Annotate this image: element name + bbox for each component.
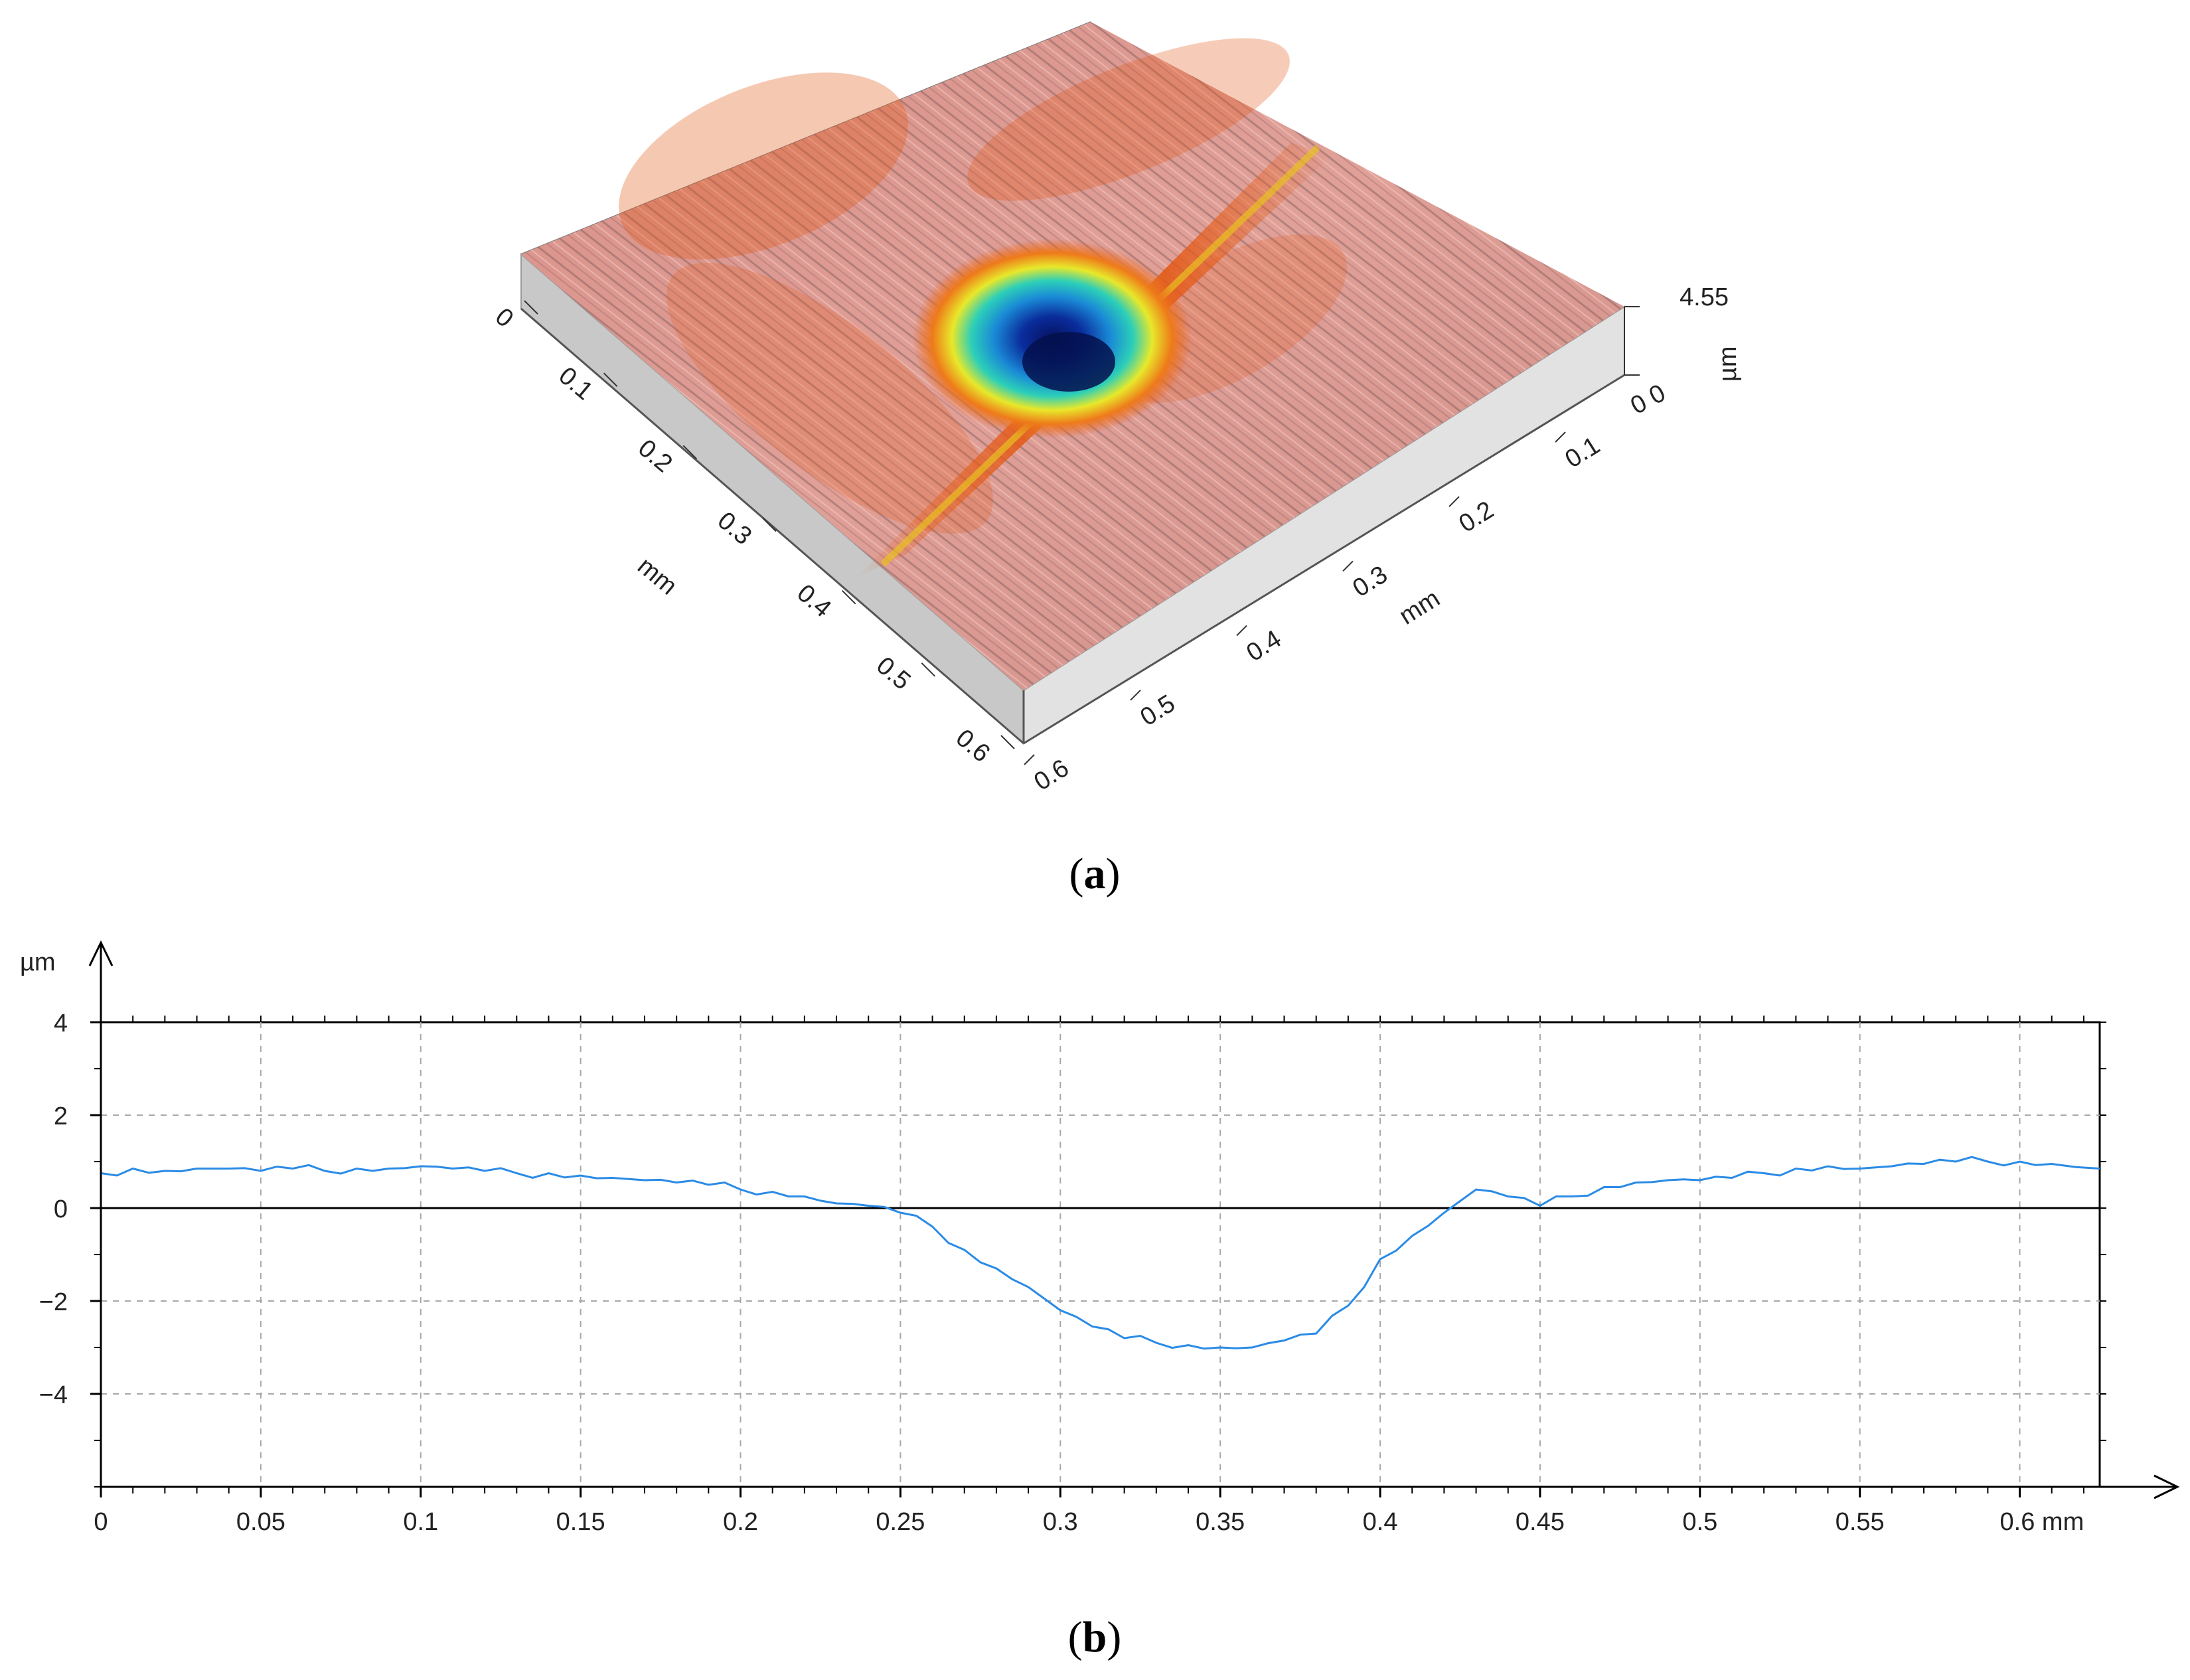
surface-front-left-edge <box>520 307 1024 745</box>
profile-x-tick-label: 0 <box>94 1508 108 1536</box>
profile-y-tick-label: −2 <box>39 1288 68 1316</box>
surface-z-tick-min: 0 0 <box>1626 379 1670 420</box>
surface-y-axis-label: mm <box>1395 584 1445 630</box>
surface-crater-bottom <box>1022 332 1115 392</box>
profile-y-axis-label: µm <box>20 949 56 976</box>
surface-y-tick-mark <box>1555 431 1566 443</box>
surface-x-tick-mark <box>682 445 698 460</box>
surface-plot-3d: 00.10.20.30.40.50.60.10.20.30.40.50.6 mm… <box>490 21 1742 797</box>
profile-x-tick-label: 0.25 <box>876 1508 925 1536</box>
surface-y-tick-label: 0.4 <box>1242 625 1287 668</box>
surface-x-tick-mark <box>841 589 856 605</box>
profile-x-tick-label: 0.2 <box>723 1508 758 1536</box>
profile-x-tick-label: 0.1 <box>403 1508 438 1536</box>
profile-tick-marks <box>90 1016 2106 1497</box>
surface-x-tick-label: 0.3 <box>712 506 757 550</box>
caption-a: (a) <box>1069 850 1121 898</box>
profile-series-line <box>100 1156 2100 1350</box>
profile-x-tick-label: 0.3 <box>1043 1508 1078 1536</box>
profile-grid <box>101 1022 2100 1487</box>
surface-x-axis-label: mm <box>632 552 682 601</box>
surface-x-tick-mark <box>762 517 777 532</box>
profile-x-tick-label: 0.15 <box>556 1508 605 1536</box>
surface-y-tick-mark <box>1448 496 1460 507</box>
profile-y-tick-label: 0 <box>54 1195 68 1223</box>
profile-x-tick-label: 0.45 <box>1516 1508 1565 1536</box>
surface-x-tick-label: 0.4 <box>791 579 836 623</box>
profile-x-tick-label: 0.5 <box>1682 1508 1717 1536</box>
profile-y-arrow-head <box>88 940 114 966</box>
profile-x-tick-label: 0.35 <box>1196 1508 1245 1536</box>
profile-x-tick-label: 0.05 <box>236 1508 285 1536</box>
profile-y-tick-label: −4 <box>39 1381 68 1409</box>
profile-plot-frame <box>100 1021 2101 1488</box>
profile-chart: 0 0.05 0.1 0.15 0.2 0.25 0.3 0.35 0.4 0.45 0.5 0.55… <box>20 940 2180 1536</box>
surface-y-tick-label: 0.3 <box>1348 560 1393 603</box>
surface-x-tick-label: 0 <box>490 303 518 333</box>
caption-b: (b) <box>1068 1613 1122 1661</box>
profile-tick-labels: 0 0.05 0.1 0.15 0.2 0.25 0.3 0.35 0.4 0.45 0.5 0.55… <box>39 1010 2084 1536</box>
profile-x-tick-label: 0.55 <box>1836 1508 1885 1536</box>
profile-y-tick-label: 2 <box>54 1103 68 1130</box>
surface-x-tick-mark <box>603 372 618 387</box>
surface-y-tick-label: 0.1 <box>1561 431 1605 474</box>
surface-x-tick-mark <box>921 662 936 677</box>
surface-x-tick-mark <box>524 300 538 315</box>
surface-y-tick-mark <box>1024 754 1035 765</box>
profile-x-arrow-head <box>2153 1474 2180 1499</box>
surface-y-tick-label: 0.2 <box>1454 496 1499 538</box>
surface-y-tick-mark <box>1236 625 1247 637</box>
surface-front-right-edge <box>1023 374 1625 745</box>
surface-y-tick-label: 0.6 <box>1030 754 1074 797</box>
surface-z-tick-max: 4.55 <box>1680 283 1729 311</box>
surface-x-tick-mark <box>1000 735 1015 749</box>
surface-y-tick-label: 0.5 <box>1136 690 1180 732</box>
profile-y-tick-label: 4 <box>54 1010 68 1037</box>
surface-x-tick-label: 0.2 <box>633 434 677 478</box>
surface-x-tick-label: 0.6 <box>951 724 995 768</box>
surface-z-axis-label: µm <box>1714 346 1742 382</box>
profile-x-tick-label: 0.4 <box>1363 1508 1398 1536</box>
surface-y-tick-mark <box>1130 690 1141 701</box>
surface-x-tick-label: 0.5 <box>871 652 915 696</box>
profile-x-tick-label: 0.6 mm <box>2000 1508 2084 1536</box>
surface-y-tick-mark <box>1342 560 1354 572</box>
